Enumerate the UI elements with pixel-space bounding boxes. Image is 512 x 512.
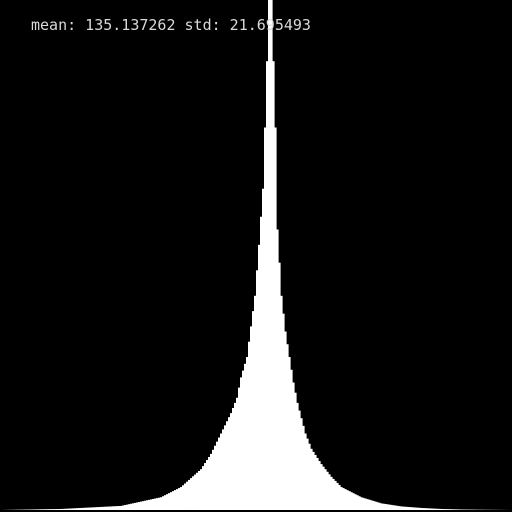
stats-label: mean: 135.137262 std: 21.695493 xyxy=(31,15,311,35)
